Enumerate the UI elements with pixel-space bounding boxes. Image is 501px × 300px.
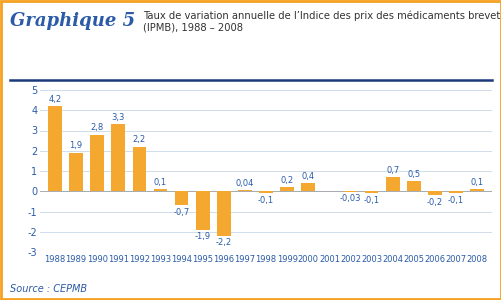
Text: Source : CEPMB: Source : CEPMB bbox=[10, 284, 87, 294]
Text: 0,1: 0,1 bbox=[154, 178, 167, 187]
Text: 0,1: 0,1 bbox=[469, 178, 483, 187]
Bar bbox=[427, 191, 441, 195]
Text: -1,9: -1,9 bbox=[194, 232, 210, 241]
Text: -0,2: -0,2 bbox=[426, 198, 442, 207]
Bar bbox=[90, 134, 104, 191]
Bar bbox=[343, 191, 357, 192]
Bar bbox=[385, 177, 399, 191]
Text: Taux de variation annuelle de l’Indice des prix des médicaments brevetés
(IPMB),: Taux de variation annuelle de l’Indice d… bbox=[143, 11, 501, 33]
Text: 0,7: 0,7 bbox=[385, 166, 399, 175]
Bar bbox=[280, 187, 294, 191]
Bar bbox=[259, 191, 273, 193]
Text: 0,04: 0,04 bbox=[235, 179, 254, 188]
Text: 0,5: 0,5 bbox=[406, 170, 419, 179]
Bar bbox=[69, 153, 83, 191]
Text: 4,2: 4,2 bbox=[48, 95, 62, 104]
Bar bbox=[153, 189, 167, 191]
Bar bbox=[469, 189, 483, 191]
Text: -0,1: -0,1 bbox=[363, 196, 379, 205]
Text: -2,2: -2,2 bbox=[215, 238, 231, 247]
Text: 2,2: 2,2 bbox=[133, 135, 146, 144]
Bar bbox=[48, 106, 62, 191]
Bar bbox=[301, 183, 315, 191]
Text: 3,3: 3,3 bbox=[111, 113, 125, 122]
Text: -0,1: -0,1 bbox=[447, 196, 463, 205]
Bar bbox=[174, 191, 188, 206]
Text: 1,9: 1,9 bbox=[69, 141, 83, 150]
Bar bbox=[237, 190, 252, 191]
Text: -0,1: -0,1 bbox=[258, 196, 274, 205]
Text: -0,7: -0,7 bbox=[173, 208, 189, 217]
Text: 0,2: 0,2 bbox=[280, 176, 293, 185]
Text: 2,8: 2,8 bbox=[90, 123, 104, 132]
Bar bbox=[216, 191, 230, 236]
Bar bbox=[132, 147, 146, 191]
Text: Graphique 5: Graphique 5 bbox=[10, 12, 135, 30]
Bar bbox=[406, 181, 420, 191]
Text: -0,03: -0,03 bbox=[339, 194, 361, 203]
Bar bbox=[195, 191, 209, 230]
Text: 0,4: 0,4 bbox=[301, 172, 314, 181]
Bar bbox=[364, 191, 378, 193]
Bar bbox=[111, 124, 125, 191]
Bar bbox=[448, 191, 462, 193]
